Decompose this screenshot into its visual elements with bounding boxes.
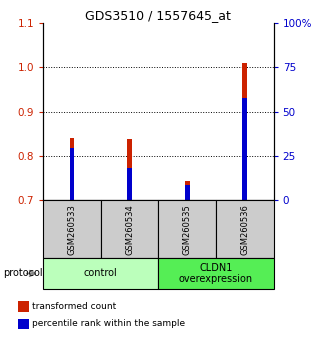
Text: GSM260536: GSM260536 bbox=[240, 204, 249, 255]
Text: protocol: protocol bbox=[3, 268, 43, 279]
Text: GSM260533: GSM260533 bbox=[68, 204, 76, 255]
Text: control: control bbox=[84, 268, 118, 279]
Bar bbox=[243, 63, 247, 200]
Bar bbox=[185, 184, 189, 200]
Bar bbox=[127, 139, 132, 200]
Bar bbox=[43, 200, 101, 258]
Bar bbox=[43, 258, 158, 289]
Text: CLDN1
overexpression: CLDN1 overexpression bbox=[179, 263, 253, 284]
Bar bbox=[70, 148, 74, 200]
Text: GSM260535: GSM260535 bbox=[183, 204, 192, 255]
Bar bbox=[185, 181, 189, 200]
Text: transformed count: transformed count bbox=[32, 302, 116, 311]
Bar bbox=[216, 200, 274, 258]
Bar bbox=[101, 200, 158, 258]
Text: percentile rank within the sample: percentile rank within the sample bbox=[32, 319, 185, 329]
Bar bbox=[243, 98, 247, 200]
Title: GDS3510 / 1557645_at: GDS3510 / 1557645_at bbox=[85, 9, 231, 22]
Text: GSM260534: GSM260534 bbox=[125, 204, 134, 255]
Bar bbox=[158, 200, 216, 258]
Bar bbox=[70, 138, 74, 200]
Bar bbox=[127, 168, 132, 200]
Bar bbox=[158, 258, 274, 289]
